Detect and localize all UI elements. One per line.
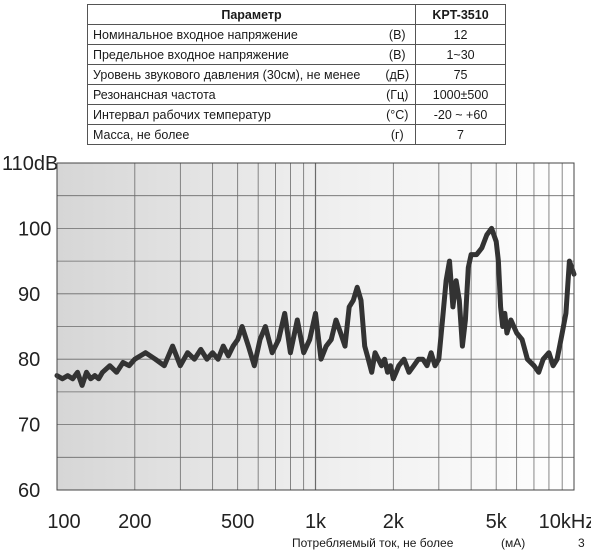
header-param: Параметр <box>86 4 417 25</box>
header-model: KPT-3510 <box>415 4 507 25</box>
spec-name: Интервал рабочих температур <box>87 104 380 125</box>
x-tick-label: 2k <box>383 511 405 533</box>
spec-name: Предельное входное напряжение <box>87 44 380 65</box>
spec-value: -20 ~ +60 <box>415 104 507 125</box>
spec-value: 1~30 <box>415 44 507 65</box>
spec-unit: (В) <box>379 44 417 65</box>
spec-unit: (Гц) <box>379 84 417 105</box>
spec-unit: (г) <box>379 124 417 145</box>
current-value: 3 <box>578 536 585 550</box>
spec-row: Номинальное входное напряжение (В) 12 <box>87 24 507 45</box>
current-label: Потребляемый ток, не более <box>292 536 454 550</box>
spec-row: Интервал рабочих температур (°С) -20 ~ +60 <box>87 104 507 125</box>
y-tick-label: 110dB <box>2 153 58 175</box>
spec-row: Резонансная частота (Гц) 1000±500 <box>87 84 507 105</box>
spec-name: Уровень звукового давления (30см), не ме… <box>87 64 380 85</box>
spec-value: 75 <box>415 64 507 85</box>
spec-table-header: Параметр KPT-3510 <box>86 4 507 25</box>
spec-name: Резонансная частота <box>87 84 380 105</box>
x-tick-label: 100 <box>47 511 80 533</box>
x-tick-label: 5k <box>486 511 508 533</box>
y-tick-label: 100 <box>18 218 51 240</box>
x-tick-label: 500 <box>221 511 254 533</box>
y-tick-label: 60 <box>18 480 40 502</box>
spec-name: Номинальное входное напряжение <box>87 24 380 45</box>
spec-name: Масса, не более <box>87 124 380 145</box>
spec-unit: (°С) <box>379 104 417 125</box>
spec-value: 12 <box>415 24 507 45</box>
x-tick-label: 200 <box>118 511 151 533</box>
spec-row: Масса, не более (г) 7 <box>87 124 507 145</box>
spec-unit: (В) <box>379 24 417 45</box>
spec-value: 1000±500 <box>415 84 507 105</box>
spec-row: Уровень звукового давления (30см), не ме… <box>87 64 507 85</box>
current-unit: (мА) <box>501 536 526 550</box>
spec-row: Предельное входное напряжение (В) 1~30 <box>87 44 507 65</box>
spec-table: Параметр KPT-3510 Номинальное входное на… <box>86 4 507 145</box>
y-tick-label: 90 <box>18 284 40 306</box>
spec-value: 7 <box>415 124 507 145</box>
frequency-response-chart: 60 70 80 90 100 110dB 100 200 500 1k 2k 5k 10kHz <box>2 153 591 533</box>
x-tick-label: 1k <box>305 511 327 533</box>
plot-border <box>56 162 575 491</box>
spec-unit: (дБ) <box>379 64 417 85</box>
y-tick-label: 80 <box>18 349 40 371</box>
y-tick-label: 70 <box>18 415 40 437</box>
tick-labels: 60 70 80 90 100 110dB 100 200 500 1k 2k 5k 10kHz <box>2 153 591 533</box>
response-curve <box>54 225 577 388</box>
x-tick-label: 10kHz <box>539 511 591 533</box>
